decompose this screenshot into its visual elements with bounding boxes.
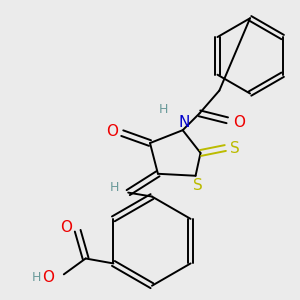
Text: O: O bbox=[106, 124, 119, 139]
Text: O: O bbox=[233, 115, 245, 130]
Text: O: O bbox=[42, 270, 54, 285]
Text: N: N bbox=[179, 115, 190, 130]
Text: H: H bbox=[159, 103, 169, 116]
Text: O: O bbox=[60, 220, 72, 235]
Text: S: S bbox=[230, 140, 240, 155]
Text: H: H bbox=[32, 271, 41, 284]
Text: H: H bbox=[110, 181, 119, 194]
Text: S: S bbox=[193, 178, 202, 193]
